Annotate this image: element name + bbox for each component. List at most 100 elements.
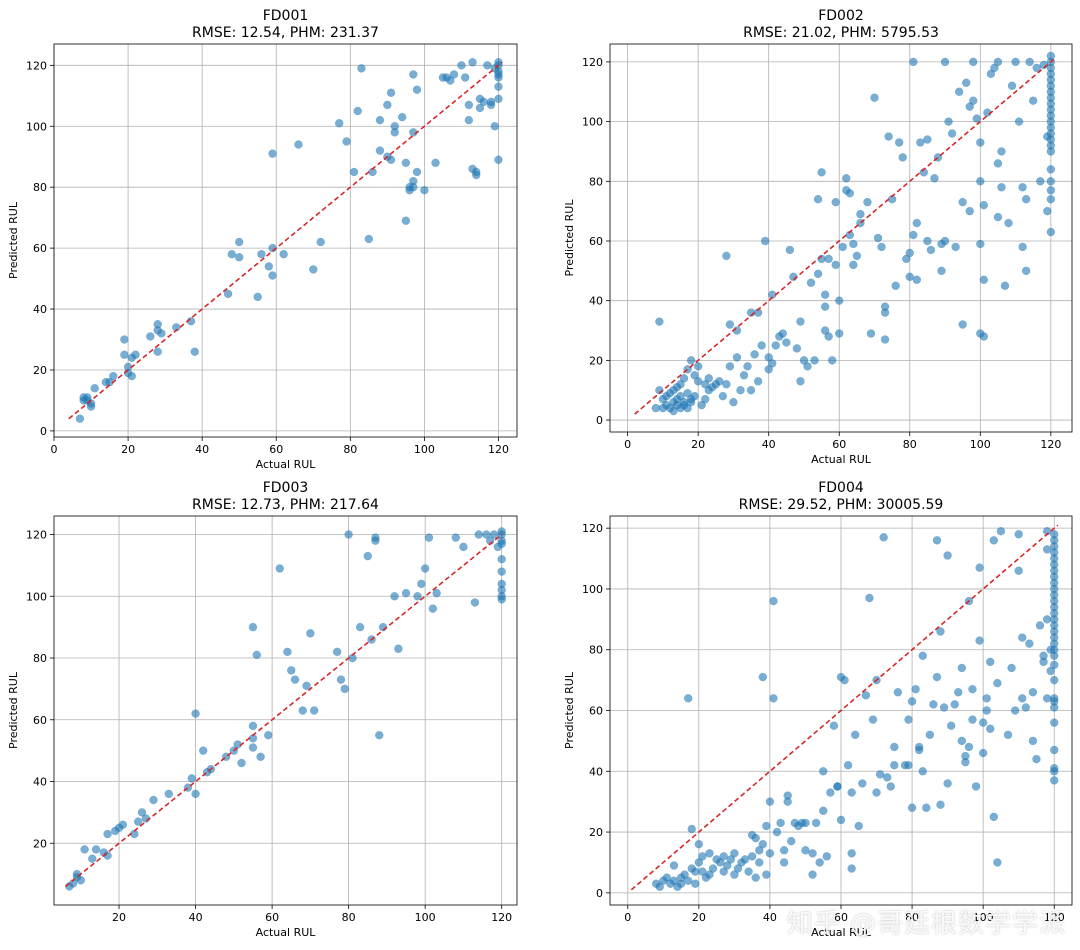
data-point [669, 861, 679, 870]
data-point [834, 329, 844, 338]
data-point [820, 326, 830, 335]
x-tick-label: 60 [265, 911, 279, 924]
data-point [472, 167, 481, 177]
x-tick-label: 40 [195, 443, 209, 456]
data-point [965, 206, 974, 216]
data-point [957, 736, 967, 746]
data-point [332, 647, 342, 657]
data-point [923, 135, 932, 144]
data-point [880, 302, 890, 311]
data-point [875, 770, 885, 779]
data-point [412, 167, 422, 177]
data-point [198, 746, 208, 755]
data-point [916, 138, 925, 147]
data-point [691, 867, 700, 876]
data-point [187, 774, 197, 783]
data-point [294, 140, 303, 149]
data-point [302, 681, 311, 691]
y-tick-label: 20 [33, 364, 47, 377]
data-point [715, 858, 725, 867]
data-point [849, 239, 858, 249]
data-point [90, 384, 99, 393]
data-point [907, 697, 917, 706]
data-point [997, 147, 1006, 156]
data-point [813, 269, 823, 279]
data-point [849, 260, 858, 270]
data-point [940, 236, 950, 246]
data-point [475, 103, 485, 113]
y-tick-label: 40 [33, 776, 47, 789]
data-point [700, 379, 710, 389]
x-tick-label: 40 [763, 911, 777, 924]
data-point [901, 254, 911, 264]
data-point [719, 852, 728, 861]
data-point [409, 70, 418, 79]
data-point [375, 146, 385, 155]
data-point [1049, 767, 1059, 776]
data-point [989, 536, 999, 545]
data-point [993, 678, 1002, 688]
data-point [286, 666, 296, 675]
data-point [905, 248, 915, 258]
data-point [420, 564, 430, 573]
data-point [822, 852, 832, 861]
data-point [842, 174, 851, 183]
data-point [986, 69, 996, 79]
data-point [683, 388, 692, 398]
data-point [1028, 736, 1038, 746]
data-point [958, 320, 967, 329]
data-point [826, 788, 835, 797]
data-point [690, 391, 699, 401]
data-point [723, 861, 732, 870]
data-point [449, 70, 459, 79]
data-point [1003, 730, 1013, 740]
data-point [909, 57, 918, 67]
data-point [944, 117, 953, 126]
data-point [760, 236, 770, 246]
data-point [990, 63, 999, 73]
data-point [683, 876, 693, 885]
y-tick-label: 60 [589, 705, 603, 718]
data-point [669, 406, 678, 416]
data-point [767, 359, 777, 368]
data-point [739, 371, 749, 380]
data-point [336, 675, 346, 684]
data-point [866, 329, 876, 338]
data-point [863, 197, 872, 207]
data-point [979, 275, 989, 285]
data-point [820, 290, 830, 299]
data-point [986, 657, 995, 667]
data-point [83, 393, 92, 402]
data-point [940, 57, 950, 67]
data-point [961, 751, 970, 761]
data-point [494, 155, 503, 165]
data-point [847, 849, 856, 858]
data-point [223, 289, 233, 299]
data-point [120, 350, 129, 359]
data-point [778, 329, 788, 338]
data-point [464, 115, 474, 125]
data-point [968, 684, 977, 694]
data-point [840, 675, 849, 685]
x-tick-label: 60 [832, 438, 846, 451]
data-point [256, 752, 265, 762]
data-point [375, 115, 385, 125]
data-point [306, 629, 315, 638]
data-point [401, 216, 411, 225]
y-tick-label: 20 [589, 826, 603, 839]
x-tick-label: 0 [624, 438, 631, 451]
data-point [989, 812, 999, 822]
data-point [1049, 675, 1059, 685]
data-point [227, 249, 237, 259]
data-point [1046, 177, 1056, 186]
data-point [394, 644, 403, 654]
data-point [843, 760, 853, 770]
data-point [925, 730, 935, 740]
data-point [918, 767, 927, 776]
data-point [740, 855, 750, 864]
data-point [1021, 266, 1031, 276]
data-point [91, 845, 101, 854]
data-point [872, 788, 881, 797]
data-point [283, 647, 292, 657]
